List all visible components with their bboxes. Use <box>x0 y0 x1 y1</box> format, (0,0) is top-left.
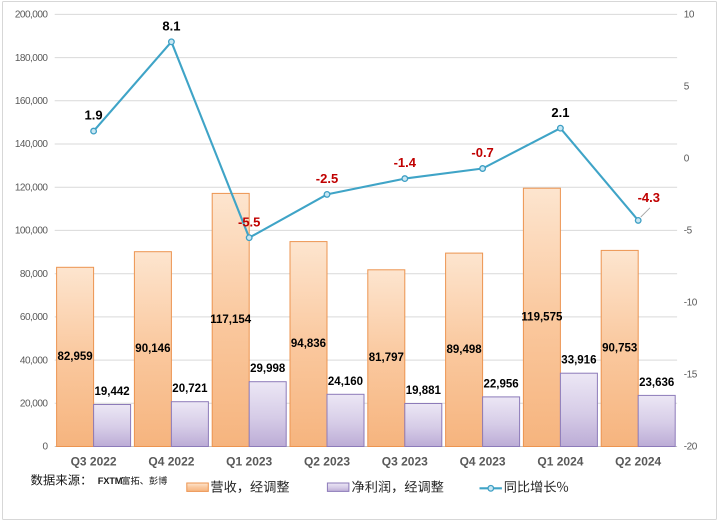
svg-text:160,000: 160,000 <box>15 96 49 107</box>
svg-text:-4.3: -4.3 <box>638 190 660 205</box>
svg-text:140,000: 140,000 <box>15 139 49 150</box>
svg-text:119,575: 119,575 <box>521 311 563 323</box>
svg-text:180,000: 180,000 <box>15 53 49 64</box>
svg-text:-5: -5 <box>684 226 693 237</box>
svg-text:-5.5: -5.5 <box>238 214 260 229</box>
svg-text:80,000: 80,000 <box>20 269 49 280</box>
svg-text:94,836: 94,836 <box>291 338 326 350</box>
svg-text:-15: -15 <box>684 370 698 381</box>
svg-text:0: 0 <box>684 154 690 165</box>
svg-text:40,000: 40,000 <box>20 355 49 366</box>
svg-text:200,000: 200,000 <box>15 10 49 21</box>
svg-text:8.1: 8.1 <box>162 18 180 33</box>
svg-text:23,636: 23,636 <box>639 377 674 389</box>
svg-text:90,146: 90,146 <box>135 343 170 355</box>
svg-text:20,721: 20,721 <box>172 383 208 395</box>
svg-text:82,959: 82,959 <box>58 351 93 363</box>
svg-text:19,881: 19,881 <box>406 385 442 397</box>
svg-text:-20: -20 <box>684 442 698 453</box>
svg-text:Q1 2024: Q1 2024 <box>537 455 583 469</box>
svg-text:29,998: 29,998 <box>250 363 286 375</box>
svg-text:81,797: 81,797 <box>369 352 404 364</box>
svg-text:-2.5: -2.5 <box>316 171 338 186</box>
svg-text:Q4 2022: Q4 2022 <box>148 455 194 469</box>
svg-text:33,916: 33,916 <box>561 355 596 367</box>
svg-text:Q2 2024: Q2 2024 <box>615 455 661 469</box>
svg-text:60,000: 60,000 <box>20 312 49 323</box>
svg-text:90,753: 90,753 <box>602 343 637 355</box>
svg-text:1.9: 1.9 <box>85 108 103 123</box>
svg-text:100,000: 100,000 <box>15 226 49 237</box>
svg-text:5: 5 <box>684 82 690 93</box>
svg-text:FXTM: FXTM <box>98 476 123 486</box>
svg-text:Q2 2023: Q2 2023 <box>304 455 350 469</box>
svg-text:117,154: 117,154 <box>210 314 252 326</box>
svg-text:2.1: 2.1 <box>551 105 569 120</box>
svg-text:Q4 2023: Q4 2023 <box>460 455 506 469</box>
svg-text:89,498: 89,498 <box>447 344 483 356</box>
svg-text:-0.7: -0.7 <box>471 145 493 160</box>
svg-text:-1.4: -1.4 <box>394 155 417 170</box>
svg-text:Q3 2022: Q3 2022 <box>71 455 117 469</box>
svg-text:Q1 2023: Q1 2023 <box>226 455 272 469</box>
svg-text:20,000: 20,000 <box>20 399 49 410</box>
svg-text:24,160: 24,160 <box>328 376 363 388</box>
svg-text:19,442: 19,442 <box>95 386 130 398</box>
svg-text:22,956: 22,956 <box>484 378 519 390</box>
svg-text:0: 0 <box>42 442 48 453</box>
svg-text:-10: -10 <box>684 298 698 309</box>
svg-text:Q3 2023: Q3 2023 <box>382 455 428 469</box>
svg-text:120,000: 120,000 <box>15 182 49 193</box>
svg-text:10: 10 <box>684 10 695 21</box>
